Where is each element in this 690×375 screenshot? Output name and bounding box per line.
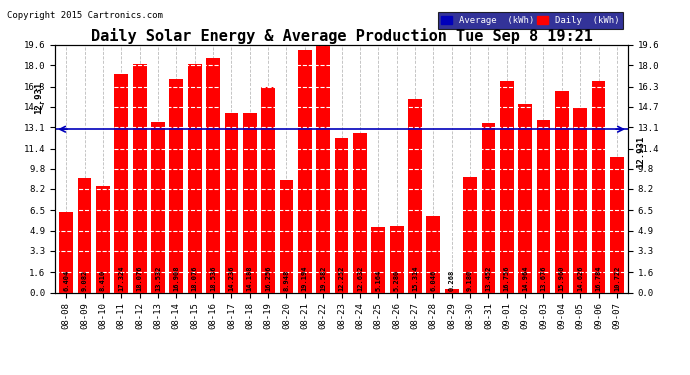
Text: 19.194: 19.194 xyxy=(302,266,308,291)
Bar xyxy=(59,211,73,292)
Bar xyxy=(96,186,110,292)
Text: 16.756: 16.756 xyxy=(504,266,510,291)
Text: 16.784: 16.784 xyxy=(595,266,602,291)
Text: 10.722: 10.722 xyxy=(614,266,620,291)
Text: 9.180: 9.180 xyxy=(467,270,473,291)
Bar xyxy=(353,133,367,292)
Bar xyxy=(591,81,605,292)
Bar xyxy=(262,87,275,292)
Text: 13.452: 13.452 xyxy=(485,266,491,291)
Text: 18.536: 18.536 xyxy=(210,266,216,291)
Bar xyxy=(555,91,569,292)
Bar xyxy=(463,177,477,292)
Bar xyxy=(206,58,220,292)
Legend: Average  (kWh), Daily  (kWh): Average (kWh), Daily (kWh) xyxy=(437,12,623,28)
Text: 16.256: 16.256 xyxy=(265,266,271,291)
Bar xyxy=(243,113,257,292)
Title: Daily Solar Energy & Average Production Tue Sep 8 19:21: Daily Solar Energy & Average Production … xyxy=(90,28,593,44)
Text: 6.404: 6.404 xyxy=(63,270,69,291)
Bar xyxy=(610,157,624,292)
Bar xyxy=(537,120,551,292)
Bar xyxy=(445,289,459,292)
Text: 12.931: 12.931 xyxy=(34,82,43,114)
Text: 14.626: 14.626 xyxy=(577,266,583,291)
Text: 14.964: 14.964 xyxy=(522,266,528,291)
Text: 18.076: 18.076 xyxy=(192,266,198,291)
Text: 15.314: 15.314 xyxy=(412,266,418,291)
Bar xyxy=(188,64,201,292)
Text: 19.582: 19.582 xyxy=(320,266,326,291)
Text: 0.268: 0.268 xyxy=(448,270,455,291)
Bar xyxy=(115,74,128,292)
Bar xyxy=(224,113,238,292)
Bar xyxy=(151,122,165,292)
Bar xyxy=(518,104,532,292)
Text: 18.076: 18.076 xyxy=(137,266,143,291)
Bar xyxy=(132,64,146,292)
Text: 5.164: 5.164 xyxy=(375,270,382,291)
Text: 12.931: 12.931 xyxy=(636,135,645,168)
Bar xyxy=(408,99,422,292)
Text: 13.676: 13.676 xyxy=(540,266,546,291)
Text: 5.280: 5.280 xyxy=(393,270,400,291)
Bar xyxy=(78,178,92,292)
Bar xyxy=(482,123,495,292)
Bar xyxy=(279,180,293,292)
Bar xyxy=(500,81,513,292)
Text: 15.960: 15.960 xyxy=(559,266,565,291)
Bar xyxy=(426,216,440,292)
Text: 12.632: 12.632 xyxy=(357,266,363,291)
Bar xyxy=(298,50,312,292)
Bar xyxy=(316,45,330,292)
Text: 9.082: 9.082 xyxy=(81,270,88,291)
Text: 8.410: 8.410 xyxy=(100,270,106,291)
Text: 8.948: 8.948 xyxy=(284,270,290,291)
Text: 14.236: 14.236 xyxy=(228,266,235,291)
Bar xyxy=(390,226,404,292)
Bar xyxy=(371,227,385,292)
Text: 17.324: 17.324 xyxy=(118,266,124,291)
Bar xyxy=(573,108,587,292)
Bar xyxy=(170,79,184,292)
Text: 6.046: 6.046 xyxy=(431,270,436,291)
Text: Copyright 2015 Cartronics.com: Copyright 2015 Cartronics.com xyxy=(7,11,163,20)
Text: 16.908: 16.908 xyxy=(173,266,179,291)
Bar xyxy=(335,138,348,292)
Text: 13.532: 13.532 xyxy=(155,266,161,291)
Text: 12.252: 12.252 xyxy=(339,266,344,291)
Text: 14.188: 14.188 xyxy=(247,266,253,291)
